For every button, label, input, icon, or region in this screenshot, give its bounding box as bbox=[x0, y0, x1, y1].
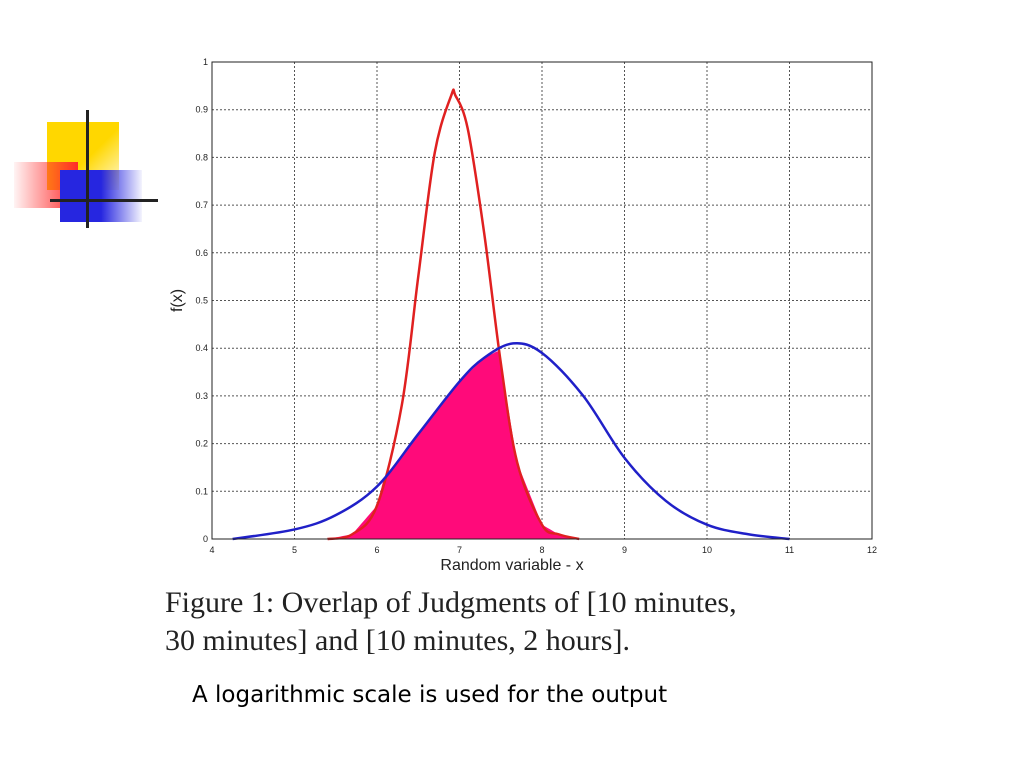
x-tick-label: 6 bbox=[374, 545, 379, 555]
x-tick-label: 8 bbox=[539, 545, 544, 555]
grid bbox=[212, 62, 872, 539]
y-tick-label: 0.7 bbox=[195, 200, 208, 210]
x-tick-label: 7 bbox=[457, 545, 462, 555]
logo-horizontal-line bbox=[50, 199, 158, 202]
x-tick-label: 11 bbox=[785, 545, 794, 555]
y-tick-label: 0.1 bbox=[195, 486, 208, 496]
figure-caption: Figure 1: Overlap of Judgments of [10 mi… bbox=[165, 584, 905, 660]
x-tick-label: 9 bbox=[622, 545, 627, 555]
x-axis-label: Random variable - x bbox=[440, 557, 583, 574]
y-tick-label: 0.3 bbox=[195, 391, 208, 401]
caption-line-2: 30 minutes] and [10 minutes, 2 hours]. bbox=[165, 624, 630, 657]
x-tick-label: 5 bbox=[292, 545, 297, 555]
y-tick-label: 0.4 bbox=[195, 343, 208, 353]
y-tick-label: 0 bbox=[203, 534, 208, 544]
y-tick-label: 0.9 bbox=[195, 105, 208, 115]
series-line-1 bbox=[327, 88, 580, 541]
y-axis-label: f(x) bbox=[169, 289, 186, 312]
plot-frame bbox=[211, 61, 873, 540]
x-tick-label: 12 bbox=[867, 545, 877, 555]
y-tick-label: 0.2 bbox=[195, 439, 208, 449]
overlap-area bbox=[327, 351, 580, 539]
y-tick-label: 1 bbox=[203, 57, 208, 67]
y-tick-label: 0.8 bbox=[195, 152, 208, 162]
note-text: A logarithmic scale is used for the outp… bbox=[192, 682, 668, 708]
y-tick-label: 0.5 bbox=[195, 296, 208, 306]
series-group bbox=[232, 88, 790, 541]
chart: 4 5 6 7 8 9 10 11 12 0 0.1 0.2 0.3 0.4 0.5 0.6 0.7 0.8 0.9… bbox=[160, 50, 890, 580]
cross-squares-logo-icon bbox=[0, 0, 180, 240]
y-tick-label: 0.6 bbox=[195, 248, 208, 258]
chart-svg: 4 5 6 7 8 9 10 11 12 0 0.1 0.2 0.3 0.4 0.5 0.6 0.7 0.8 0.9… bbox=[169, 57, 877, 574]
x-tick-label: 10 bbox=[702, 545, 712, 555]
tick-labels: 4 5 6 7 8 9 10 11 12 0 0.1 0.2 0.3 0.4 0.5 0.6 0.7 0.8 0.9… bbox=[195, 57, 877, 555]
caption-line-1: Figure 1: Overlap of Judgments of [10 mi… bbox=[165, 586, 737, 619]
logo-blue-square bbox=[60, 170, 142, 222]
logo-vertical-line bbox=[86, 110, 89, 228]
series-line-2 bbox=[232, 342, 790, 541]
x-tick-label: 4 bbox=[209, 545, 214, 555]
